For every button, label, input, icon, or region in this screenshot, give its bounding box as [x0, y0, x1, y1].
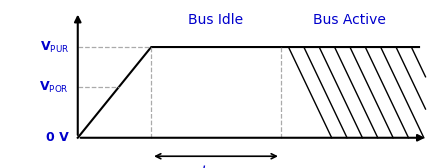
Text: t$_{\mathregular{IN}\,\mathregular{IT}}$: t$_{\mathregular{IN}\,\mathregular{IT}}$ — [200, 163, 232, 168]
Text: Bus Active: Bus Active — [314, 13, 386, 27]
Text: V$_{\rm PUR}$: V$_{\rm PUR}$ — [40, 39, 69, 55]
Text: Bus Idle: Bus Idle — [188, 13, 244, 27]
Text: 0 V: 0 V — [46, 131, 69, 144]
Text: V$_{\rm POR}$: V$_{\rm POR}$ — [39, 80, 69, 95]
